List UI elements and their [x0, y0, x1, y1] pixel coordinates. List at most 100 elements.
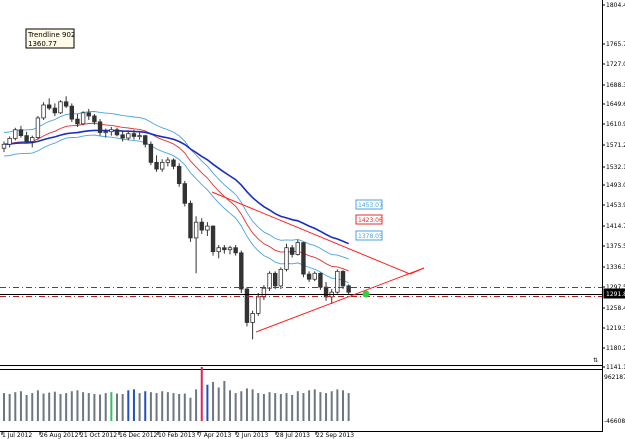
price-axis-label: 1414.75 — [606, 223, 625, 230]
price-axis-label: 1727.05 — [606, 61, 625, 68]
candle — [171, 158, 176, 170]
volume-axis: 9621879 -4660849 — [604, 374, 625, 425]
candle — [216, 244, 221, 259]
volume-bar — [144, 391, 147, 421]
candle — [295, 239, 300, 256]
horizontal-levels — [0, 287, 602, 297]
volume-bar — [149, 392, 152, 421]
price-axis-label: 1765.75 — [606, 41, 625, 48]
volume-bar — [3, 393, 5, 421]
candle — [75, 114, 80, 127]
volume-bar — [59, 394, 62, 421]
candle — [148, 141, 154, 166]
volume-bar — [116, 393, 118, 421]
candle — [272, 271, 278, 290]
date-axis-label: 16 Dec 2012 — [119, 432, 158, 439]
price-plot[interactable] — [0, 96, 602, 340]
volume-bar — [200, 367, 203, 421]
volume-bar — [234, 393, 237, 421]
candle — [306, 271, 312, 282]
candlestick-series — [1, 96, 351, 340]
volume-bar — [93, 394, 96, 421]
candle — [199, 218, 204, 234]
price-axis-label: 1141.15 — [606, 364, 625, 371]
upper-trendline[interactable] — [211, 191, 411, 275]
date-axis-label: 22 Sep 2013 — [316, 432, 354, 439]
volume-bar — [240, 391, 243, 421]
candle — [63, 96, 69, 109]
candle — [340, 270, 346, 290]
volume-bar — [285, 393, 288, 421]
candle — [205, 222, 210, 236]
lower-trendline[interactable] — [255, 267, 425, 333]
green-dot-icon[interactable] — [362, 290, 370, 298]
volume-bar — [245, 388, 248, 421]
candle — [267, 271, 272, 292]
candle — [176, 163, 182, 187]
svg-text:⇅: ⇅ — [593, 357, 598, 364]
volume-bar — [161, 391, 164, 421]
price-axis-label: 1532.15 — [606, 164, 625, 171]
volume-bar — [87, 393, 90, 421]
candle — [86, 108, 91, 120]
price-badge: 1378.05 — [355, 230, 383, 241]
upper-trendline-ext[interactable] — [409, 267, 425, 275]
volume-bar — [110, 392, 113, 421]
candle — [120, 130, 125, 142]
volume-bar — [25, 394, 28, 421]
candle — [188, 200, 193, 242]
volume-bar — [14, 392, 17, 421]
candle — [159, 159, 165, 172]
price-axis-label: 1493.05 — [606, 182, 625, 189]
price-axis-label: 1219.35 — [606, 325, 625, 332]
volume-bar — [166, 392, 169, 421]
price-badge: 1291.85 — [603, 288, 625, 299]
candle — [47, 98, 52, 111]
price-axis-label: 1258.45 — [606, 305, 625, 312]
date-axis-label: 21 Oct 2012 — [80, 432, 117, 439]
volume-bar — [206, 384, 209, 421]
volume-bar — [178, 394, 181, 421]
candle — [24, 131, 29, 144]
volume-bar — [82, 392, 85, 421]
candle — [35, 115, 41, 140]
volume-bar — [172, 393, 175, 421]
candle — [52, 103, 58, 116]
candle — [312, 271, 317, 282]
date-axis-label: 7 Apr 2013 — [198, 432, 231, 439]
volume-bar — [319, 392, 322, 421]
volume-bar — [229, 390, 231, 421]
volume-bar — [257, 393, 260, 421]
candle — [346, 284, 351, 295]
volume-bar — [70, 391, 73, 421]
volume-bar — [104, 393, 107, 421]
volume-histogram — [3, 367, 350, 421]
candle — [126, 131, 131, 141]
triangle-trendlines[interactable] — [211, 191, 425, 333]
date-axis-label: 2 Jun 2013 — [236, 432, 268, 439]
svg-text:1378.05: 1378.05 — [358, 233, 383, 240]
candle — [41, 102, 46, 120]
volume-bar — [183, 393, 186, 421]
volume-bar — [274, 393, 277, 421]
volume-bar — [121, 394, 124, 421]
volume-bar — [336, 389, 339, 421]
price-axis-label: 1649.65 — [606, 101, 625, 108]
candle — [301, 241, 306, 278]
scroll-marker-icon[interactable]: ⇅ — [593, 357, 598, 364]
candle — [256, 292, 261, 316]
price-axis-label: 1297.55 — [606, 284, 625, 291]
price-badge: 1453.07 — [355, 199, 383, 210]
volume-bar — [48, 392, 51, 421]
envelope-upper-line — [3, 111, 349, 260]
volume-bar — [302, 393, 305, 421]
volume-bar — [251, 389, 254, 421]
candle — [193, 216, 199, 274]
date-axis-label: 28 Jul 2013 — [276, 432, 310, 439]
candle — [103, 128, 108, 138]
price-axis-label: 1688.35 — [606, 82, 625, 89]
candle — [227, 245, 233, 255]
price-badges: 1453.07 1423.06 1378.05 1291.85 — [355, 199, 625, 299]
